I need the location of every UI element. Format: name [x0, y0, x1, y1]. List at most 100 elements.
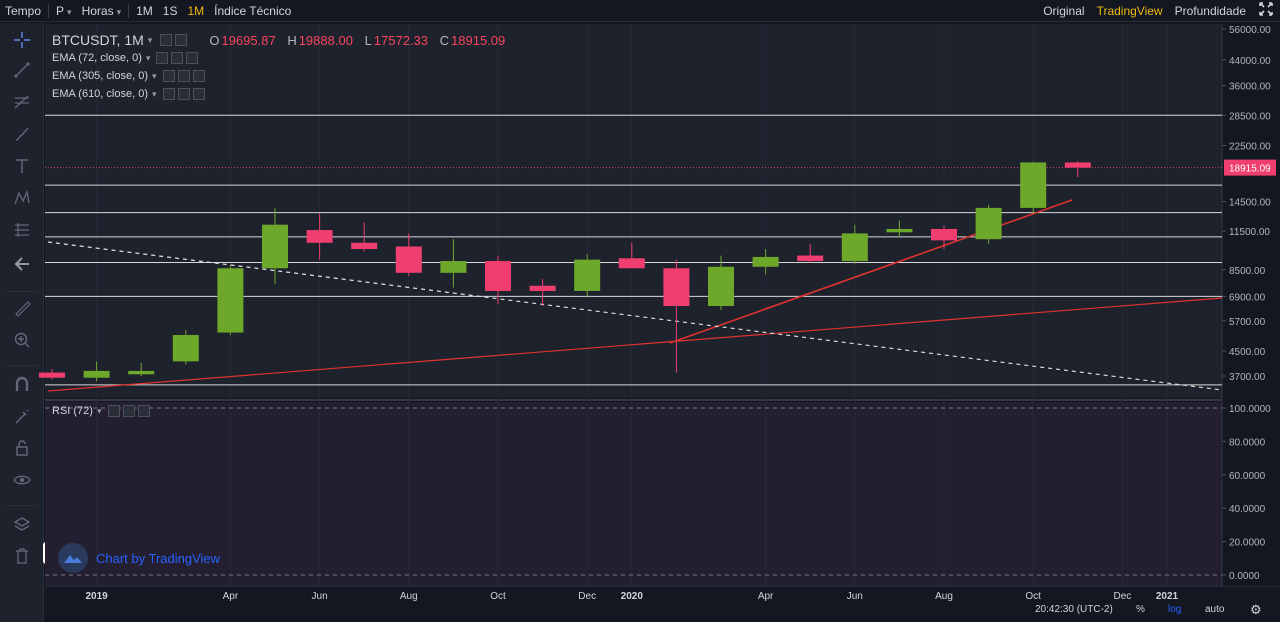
time-axis-label: Jun: [847, 591, 863, 602]
timeframe-item-4[interactable]: 1S: [162, 3, 178, 18]
time-axis-label: 2020: [621, 591, 644, 602]
candle-body: [83, 370, 110, 378]
candle: [529, 279, 556, 307]
time-axis-label: Dec: [578, 591, 596, 602]
expand-icon[interactable]: [1252, 0, 1280, 22]
eye-icon[interactable]: [107, 405, 120, 417]
drawing-toolbar: [0, 23, 44, 622]
candle-body: [262, 224, 288, 269]
eye-icon[interactable]: [162, 70, 175, 82]
trash-icon[interactable]: [8, 547, 36, 571]
brand-label: Chart by TradingView: [96, 550, 221, 566]
open-key: O: [209, 32, 220, 48]
back-arrow-icon[interactable]: [8, 255, 36, 279]
settings-icon[interactable]: [177, 88, 190, 100]
magnet-icon[interactable]: [8, 375, 36, 399]
chevron-down-icon[interactable]: ▾: [152, 88, 157, 99]
chevron-down-icon[interactable]: ▾: [147, 34, 153, 45]
chevron-down-icon[interactable]: ▾: [145, 52, 151, 63]
time-axis-label: Apr: [758, 591, 774, 602]
chevron-down-icon[interactable]: ▾: [152, 70, 157, 81]
indicator-label: EMA (72, close, 0): [52, 52, 142, 64]
candle: [574, 254, 601, 297]
time-axis-label: Oct: [490, 591, 506, 602]
trend-line-icon[interactable]: [8, 61, 36, 85]
candle: [886, 220, 913, 237]
eye-icon[interactable]: [8, 471, 36, 495]
price-axis-label: 14500.00: [1229, 198, 1271, 209]
time-axis-label: Dec: [1114, 591, 1132, 602]
indicator-label: EMA (305, close, 0): [52, 70, 148, 82]
tradingview-logo-icon: [58, 543, 88, 573]
close-icon[interactable]: [186, 52, 199, 64]
layers-icon[interactable]: [8, 515, 36, 539]
timeframe-item-5[interactable]: 1M: [187, 3, 205, 18]
view-depth-button[interactable]: Profundidade: [1174, 4, 1246, 18]
low-value: 17572.33: [373, 32, 429, 48]
time-axis-label: Jun: [312, 591, 328, 602]
indicator-ema-610[interactable]: EMA (610, close, 0) ▾: [52, 88, 205, 100]
timeframe-item-1[interactable]: P: [51, 0, 77, 22]
candle-body: [440, 261, 467, 273]
close-icon[interactable]: [192, 88, 205, 100]
close-icon[interactable]: [192, 70, 205, 82]
gear-icon[interactable]: ⚙: [1250, 602, 1262, 617]
close-icon[interactable]: [137, 405, 150, 417]
rsi-axis-label: 0.0000: [1229, 571, 1260, 582]
settings-icon[interactable]: [175, 34, 188, 46]
log-scale-button[interactable]: log: [1168, 604, 1182, 615]
text-tool-icon[interactable]: [8, 157, 36, 181]
chevron-down-icon[interactable]: ▾: [96, 405, 102, 416]
candle: [485, 255, 511, 305]
candle-body: [128, 370, 155, 375]
time-axis-label: Apr: [223, 591, 239, 602]
view-tradingview-button[interactable]: TradingView: [1096, 4, 1163, 18]
indicator-ema-305[interactable]: EMA (305, close, 0) ▾: [52, 70, 205, 82]
eye-icon[interactable]: [162, 88, 175, 100]
candle: [708, 255, 734, 311]
candle: [1064, 161, 1091, 178]
lock-drawing-icon[interactable]: [8, 407, 36, 431]
prediction-tool-icon[interactable]: [8, 221, 36, 245]
symbol-name[interactable]: BTCUSDT, 1M: [52, 32, 144, 48]
view-switcher: Original TradingView Profundidade: [1037, 0, 1280, 22]
fib-tool-icon[interactable]: [8, 93, 36, 117]
settings-icon[interactable]: [160, 34, 173, 46]
settings-icon[interactable]: [171, 52, 184, 64]
candle-body: [1064, 162, 1091, 168]
candle: [128, 362, 155, 376]
settings-icon[interactable]: [177, 70, 190, 82]
indicator-rsi[interactable]: RSI (72) ▾: [52, 405, 150, 417]
pattern-tool-icon[interactable]: [8, 189, 36, 213]
settings-icon[interactable]: [122, 405, 135, 417]
toolbar-divider: [6, 365, 38, 366]
price-axis-bg: [1223, 23, 1280, 586]
rsi-axis-label: 40.0000: [1229, 504, 1266, 515]
timeframe-item-2[interactable]: Horas: [77, 0, 127, 22]
candle: [797, 244, 824, 263]
price-axis-label: 44000.00: [1229, 56, 1271, 67]
timeframe-item-6[interactable]: Índice Técnico: [214, 3, 292, 18]
price-axis-label: 56000.00: [1229, 25, 1271, 36]
indicator-ema-72[interactable]: EMA (72, close, 0) ▾: [52, 52, 199, 64]
view-original-button[interactable]: Original: [1043, 4, 1085, 18]
trend-line: [47, 297, 1223, 392]
timeframe-item-3[interactable]: 1M: [136, 3, 153, 18]
clock-readout: 20:42:30 (UTC-2): [1035, 604, 1113, 615]
auto-scale-button[interactable]: auto: [1205, 604, 1225, 615]
zoom-in-icon[interactable]: [8, 331, 36, 355]
lock-icon[interactable]: [8, 439, 36, 463]
ruler-icon[interactable]: [8, 299, 36, 323]
percent-scale-button[interactable]: %: [1136, 604, 1145, 615]
tradingview-brand[interactable]: Chart by TradingView: [58, 543, 220, 573]
toolbar-divider: [128, 3, 130, 18]
eye-icon[interactable]: [156, 52, 169, 64]
toolbar-divider: [48, 3, 50, 18]
candle-body: [752, 256, 779, 267]
candle: [39, 369, 65, 380]
crosshair-icon[interactable]: [8, 31, 36, 55]
candle-body: [395, 246, 422, 273]
brush-icon[interactable]: [8, 125, 36, 149]
last-price-badge: [1224, 159, 1276, 176]
